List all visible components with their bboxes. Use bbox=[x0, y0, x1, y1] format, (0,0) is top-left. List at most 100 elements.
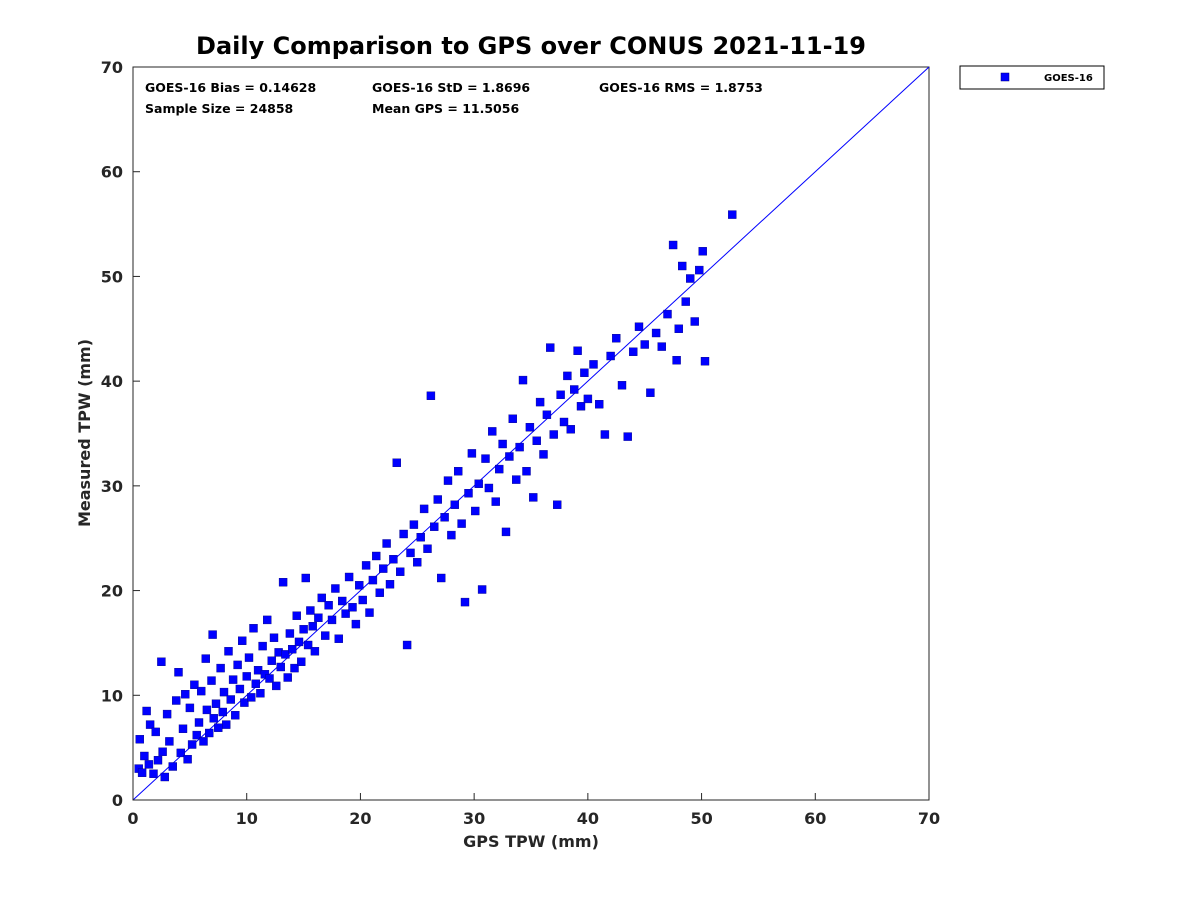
data-point bbox=[334, 634, 343, 643]
data-point bbox=[481, 454, 490, 463]
data-point bbox=[576, 402, 586, 411]
data-point bbox=[512, 475, 521, 484]
x-tick-label: 40 bbox=[577, 809, 599, 828]
data-point bbox=[137, 768, 147, 777]
data-point bbox=[233, 660, 242, 670]
x-axis-label: GPS TPW (mm) bbox=[463, 832, 599, 851]
data-point bbox=[209, 714, 218, 723]
data-point bbox=[678, 261, 687, 271]
stat-bias: GOES-16 Bias = 0.14628 bbox=[145, 80, 316, 95]
data-point bbox=[183, 755, 192, 764]
data-point bbox=[681, 297, 690, 306]
stat-sample-size: Sample Size = 24858 bbox=[145, 101, 293, 116]
data-point bbox=[201, 654, 211, 663]
data-point bbox=[651, 328, 661, 338]
x-tick-label: 10 bbox=[236, 809, 258, 828]
data-point bbox=[214, 723, 223, 732]
data-point bbox=[385, 580, 395, 589]
x-tick-label: 70 bbox=[918, 809, 940, 828]
data-point bbox=[351, 619, 361, 629]
data-point bbox=[278, 578, 288, 587]
data-point bbox=[672, 356, 681, 365]
data-point bbox=[595, 400, 604, 409]
data-point bbox=[433, 495, 442, 504]
data-point bbox=[301, 573, 310, 583]
data-point bbox=[488, 427, 497, 436]
data-point bbox=[244, 653, 254, 662]
data-point bbox=[192, 730, 201, 740]
data-point bbox=[634, 322, 644, 331]
data-point bbox=[467, 449, 477, 458]
data-point bbox=[663, 309, 672, 319]
data-point bbox=[474, 479, 483, 488]
data-point bbox=[258, 641, 267, 651]
data-point bbox=[600, 430, 610, 439]
data-point bbox=[450, 500, 459, 509]
data-point bbox=[231, 711, 240, 720]
data-point bbox=[219, 687, 229, 697]
data-point bbox=[324, 601, 333, 610]
x-tick-label: 60 bbox=[804, 809, 826, 828]
data-point bbox=[553, 500, 562, 509]
data-point bbox=[580, 368, 589, 377]
data-point bbox=[617, 381, 627, 390]
data-point bbox=[251, 679, 261, 688]
data-point bbox=[211, 699, 221, 708]
data-point bbox=[260, 670, 270, 679]
legend[interactable]: GOES-16 bbox=[959, 65, 1105, 90]
data-point bbox=[317, 593, 326, 603]
data-point bbox=[142, 706, 151, 716]
data-point bbox=[583, 394, 593, 404]
data-point bbox=[341, 609, 350, 618]
data-point bbox=[247, 693, 256, 702]
y-tick-label: 60 bbox=[101, 163, 123, 182]
data-point bbox=[402, 640, 412, 650]
data-point bbox=[308, 622, 317, 631]
data-point bbox=[204, 728, 214, 738]
data-point bbox=[235, 684, 245, 694]
data-point bbox=[539, 450, 548, 459]
data-point bbox=[549, 430, 558, 439]
data-point bbox=[440, 513, 449, 522]
data-point bbox=[256, 689, 265, 698]
data-point bbox=[471, 506, 480, 516]
data-point bbox=[263, 615, 272, 625]
data-point bbox=[372, 551, 381, 561]
data-point bbox=[149, 769, 158, 778]
data-point bbox=[303, 640, 313, 650]
data-point bbox=[728, 210, 737, 219]
data-point bbox=[518, 375, 528, 385]
data-point bbox=[297, 657, 306, 666]
data-point bbox=[153, 756, 163, 765]
data-point bbox=[447, 530, 456, 540]
data-point bbox=[413, 558, 422, 567]
data-point bbox=[629, 347, 638, 356]
data-point bbox=[525, 423, 535, 432]
data-point bbox=[464, 489, 473, 498]
data-point bbox=[269, 633, 279, 642]
data-point bbox=[559, 417, 569, 427]
data-point bbox=[698, 247, 707, 256]
x-tick-label: 20 bbox=[349, 809, 371, 828]
data-point bbox=[399, 529, 408, 539]
data-point bbox=[171, 696, 181, 705]
data-point bbox=[221, 720, 231, 729]
data-point bbox=[542, 410, 552, 419]
data-point bbox=[216, 663, 225, 673]
stat-rms: GOES-16 RMS = 1.8753 bbox=[599, 80, 763, 95]
y-tick-label: 0 bbox=[112, 791, 123, 810]
data-point bbox=[556, 390, 565, 399]
data-point bbox=[416, 533, 425, 542]
stats-block: GOES-16 Bias = 0.14628 GOES-16 StD = 1.8… bbox=[145, 80, 763, 116]
data-point bbox=[532, 436, 541, 445]
data-point bbox=[338, 596, 347, 606]
data-point bbox=[389, 555, 398, 564]
stat-mean-gps: Mean GPS = 11.5056 bbox=[372, 101, 519, 116]
data-point bbox=[178, 724, 188, 733]
data-point bbox=[202, 705, 212, 715]
data-point bbox=[276, 662, 285, 672]
data-point bbox=[491, 497, 500, 506]
data-point bbox=[361, 561, 371, 570]
data-point bbox=[358, 595, 367, 605]
